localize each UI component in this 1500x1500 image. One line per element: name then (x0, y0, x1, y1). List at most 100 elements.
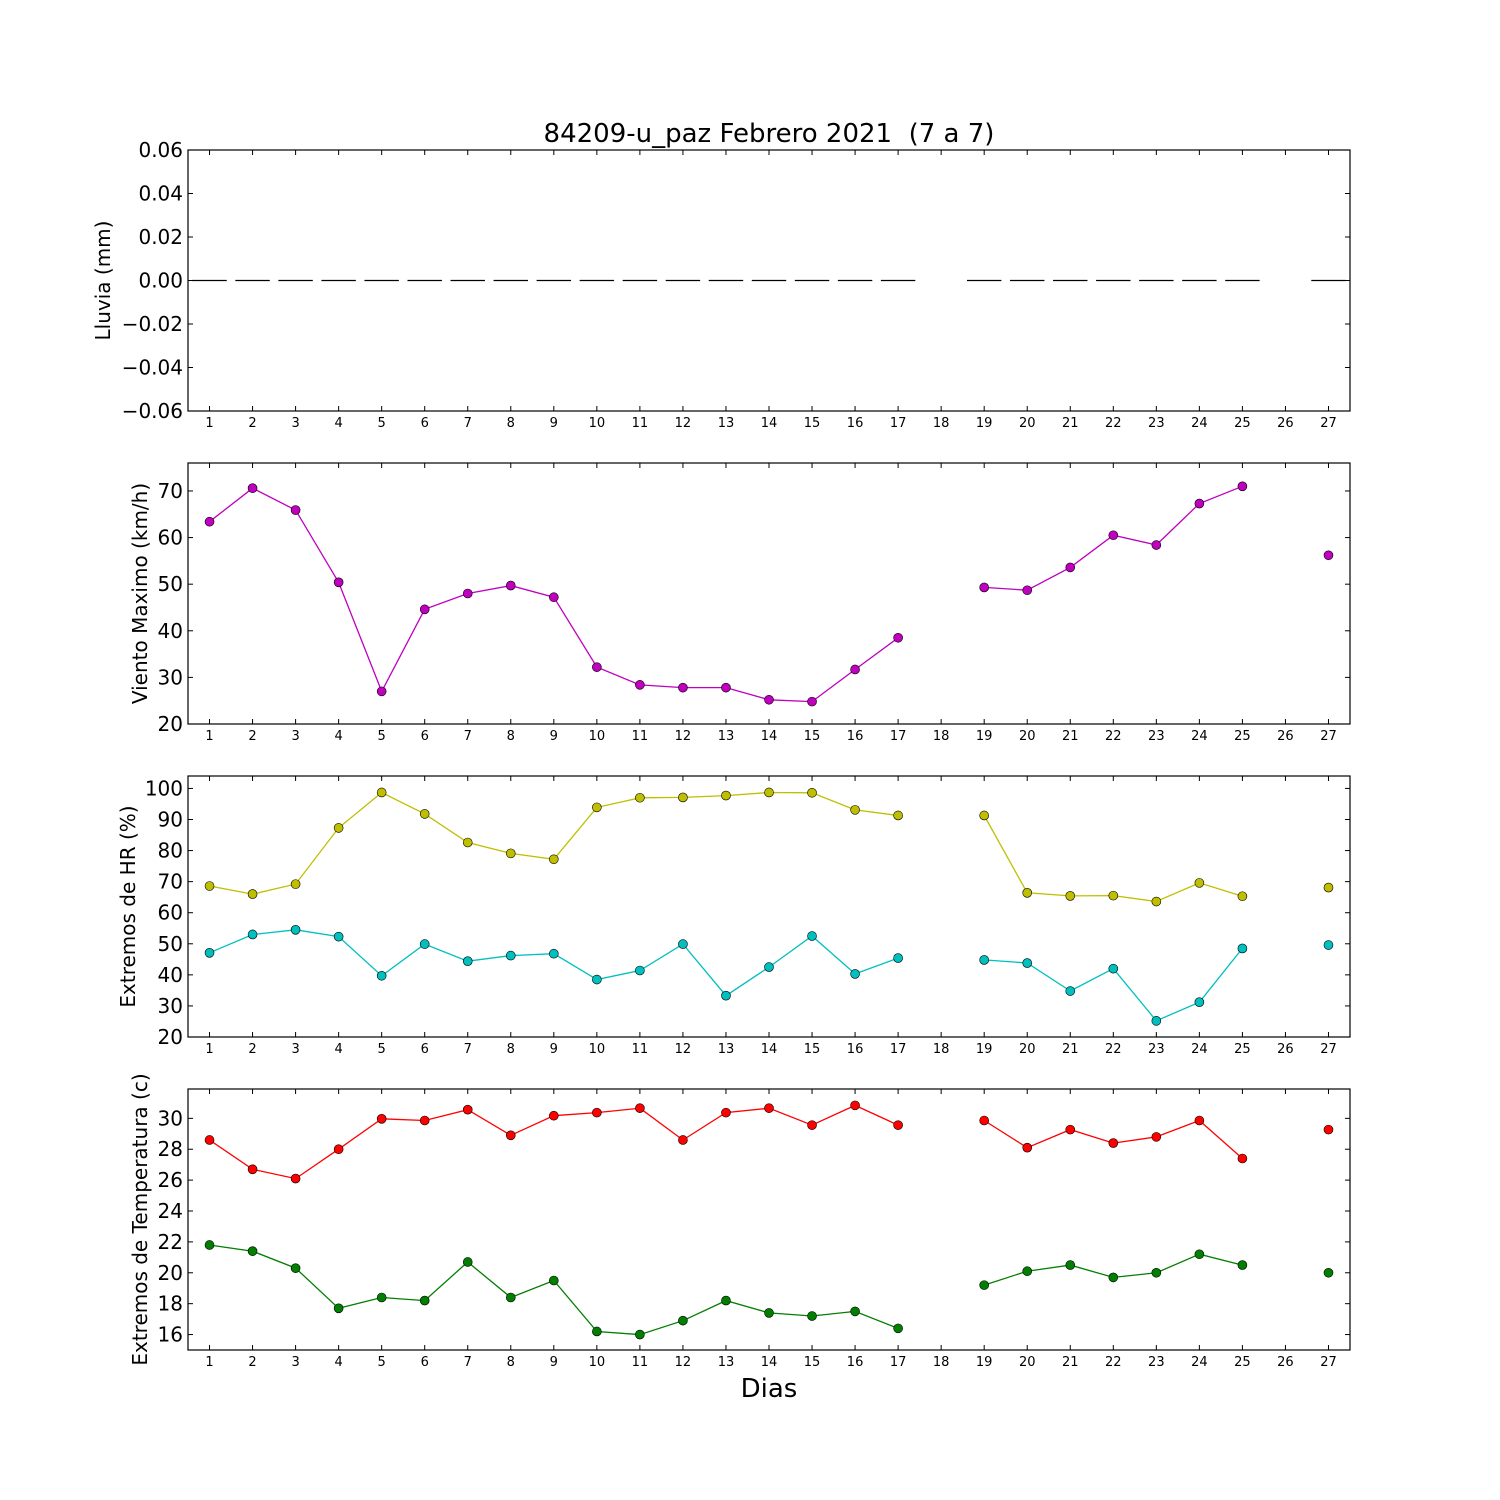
x-tick-label: 7 (464, 729, 472, 744)
data-point (893, 810, 903, 821)
data-point (850, 805, 860, 815)
data-point (333, 1303, 344, 1314)
data-point (333, 931, 344, 942)
x-tick-label: 3 (291, 729, 299, 744)
data-point (721, 990, 731, 1001)
x-tick-label: 21 (1062, 1042, 1079, 1057)
data-point (505, 1292, 516, 1303)
data-point (1237, 1260, 1248, 1270)
data-point (635, 1329, 645, 1340)
x-tick-label: 14 (761, 1355, 778, 1370)
data-point (979, 1115, 989, 1126)
data-point (204, 881, 215, 891)
x-tick-label: 17 (890, 416, 907, 431)
x-tick-label: 19 (976, 1042, 993, 1057)
x-tick-label: 4 (334, 1042, 342, 1057)
x-tick-label: 9 (550, 729, 558, 744)
x-axis-label: Dias (741, 1374, 798, 1404)
x-tick-label: 6 (421, 1355, 429, 1370)
y-tick-label: −0.04 (122, 356, 183, 380)
x-tick-label: 27 (1320, 1355, 1337, 1370)
data-point (376, 787, 387, 798)
x-tick-label: 24 (1191, 729, 1208, 744)
data-point (376, 1114, 387, 1124)
data-point (1194, 878, 1205, 888)
x-tick-label: 10 (589, 729, 606, 744)
data-point (1108, 1272, 1119, 1283)
x-tick-label: 22 (1105, 729, 1122, 744)
data-point (592, 1107, 602, 1118)
data-point (764, 962, 774, 972)
x-tick-label: 16 (847, 1355, 864, 1370)
x-tick-label: 25 (1234, 729, 1251, 744)
data-point (807, 931, 817, 941)
x-tick-label: 2 (248, 1355, 256, 1370)
x-tick-label: 5 (378, 729, 386, 744)
data-point (204, 1135, 215, 1145)
data-point (678, 682, 688, 693)
x-tick-label: 6 (421, 1042, 429, 1057)
x-tick-label: 22 (1105, 1355, 1122, 1370)
data-point (1108, 1138, 1119, 1148)
x-tick-label: 16 (847, 416, 864, 431)
y-axis-label: Lluvia (mm) (91, 221, 115, 341)
data-point (807, 696, 817, 707)
x-tick-label: 8 (507, 416, 515, 431)
data-point (764, 694, 774, 705)
data-point (678, 1135, 688, 1145)
data-point (1237, 1153, 1248, 1164)
data-point (721, 790, 731, 801)
figure-title: 84209-u_paz Febrero 2021 (7 a 7) (544, 119, 995, 149)
x-tick-label: 13 (718, 416, 735, 431)
data-point (979, 810, 989, 821)
x-tick-label: 23 (1148, 1355, 1165, 1370)
x-tick-label: 20 (1019, 1355, 1036, 1370)
data-point (462, 588, 473, 599)
x-tick-label: 3 (291, 416, 299, 431)
x-tick-label: 16 (847, 729, 864, 744)
data-point (419, 1295, 430, 1306)
x-tick-label: 12 (675, 416, 692, 431)
x-tick-label: 4 (334, 1355, 342, 1370)
data-point (549, 948, 559, 959)
panel-lluvia: 0.060.040.020.00−0.02−0.04−0.061 2 3 4 5 6 7 8 9… (91, 138, 1351, 431)
x-tick-label: 23 (1148, 1042, 1165, 1057)
data-point (1108, 963, 1119, 974)
y-tick-label: 0.00 (138, 269, 183, 293)
x-tick-label: 27 (1320, 416, 1337, 431)
data-point (247, 1246, 258, 1256)
x-tick-label: 6 (421, 416, 429, 431)
x-tick-label: 21 (1062, 1355, 1079, 1370)
y-tick-label: 0.02 (138, 225, 183, 249)
x-tick-label: 16 (847, 1042, 864, 1057)
x-tick-label: 7 (464, 416, 472, 431)
data-point (1323, 940, 1334, 950)
data-point (1194, 997, 1205, 1008)
data-point (1065, 891, 1076, 901)
x-tick-label: 14 (761, 729, 778, 744)
x-tick-label: 25 (1234, 1355, 1251, 1370)
data-point (850, 664, 860, 675)
x-tick-label: 15 (804, 1355, 821, 1370)
y-tick-label: 70 (158, 479, 183, 503)
data-point (635, 1103, 645, 1113)
data-point (1108, 530, 1119, 541)
x-tick-label: 24 (1191, 1355, 1208, 1370)
x-tick-label: 5 (378, 1042, 386, 1057)
data-point (807, 787, 817, 798)
data-point (1065, 562, 1076, 573)
x-tick-label: 1 (205, 1355, 213, 1370)
y-tick-label: −0.06 (122, 399, 183, 423)
data-point (893, 1120, 903, 1130)
data-point (764, 787, 774, 798)
y-tick-label: 30 (158, 994, 183, 1018)
data-point (764, 1103, 774, 1113)
y-tick-label: 80 (158, 839, 183, 863)
x-tick-label: 3 (291, 1355, 299, 1370)
x-tick-label: 22 (1105, 1042, 1122, 1057)
x-tick-label: 11 (632, 1042, 649, 1057)
data-point (635, 965, 645, 976)
